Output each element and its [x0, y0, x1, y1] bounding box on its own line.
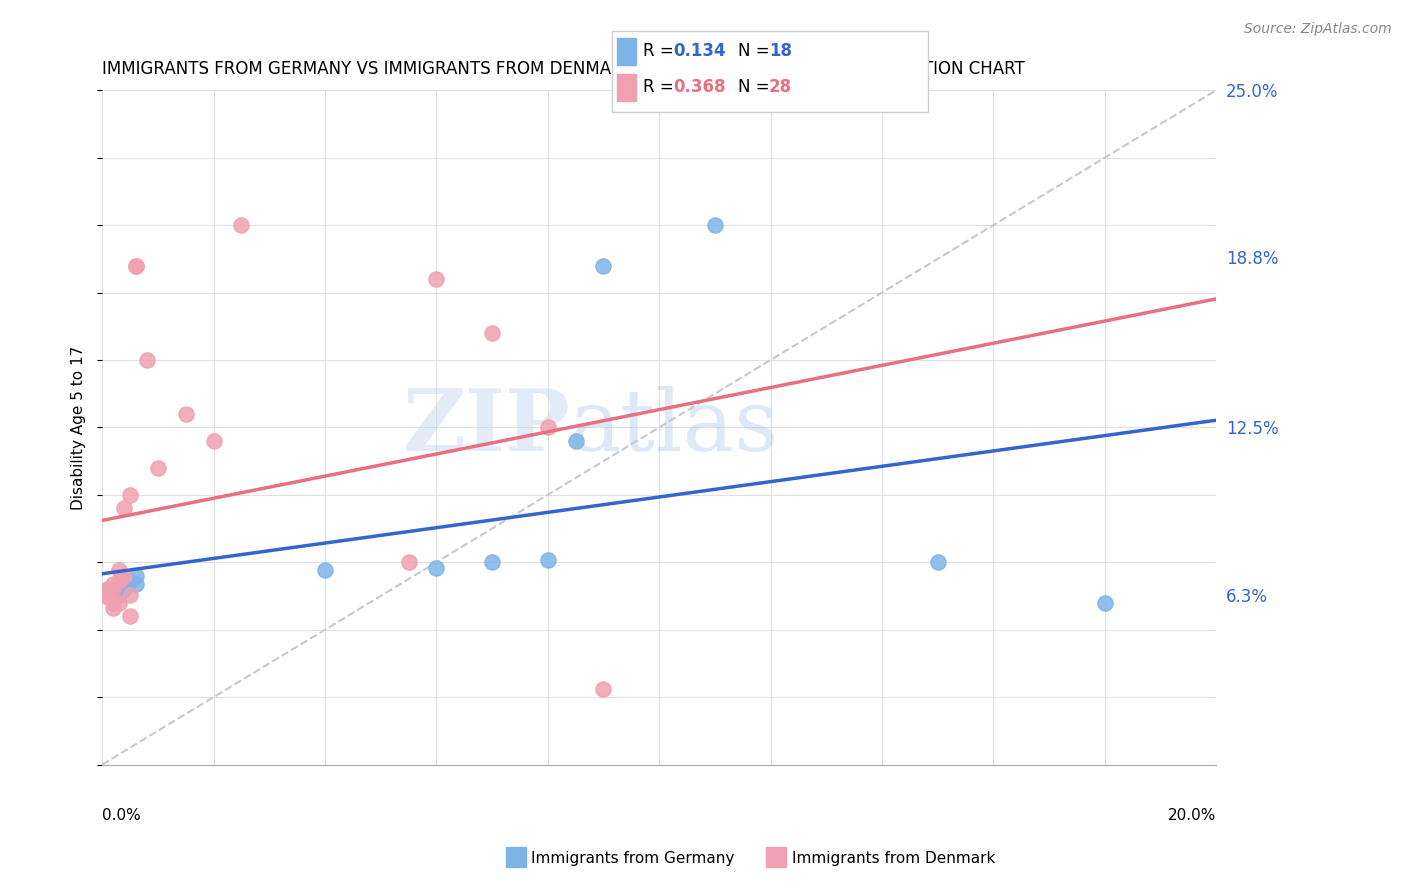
- Point: [108, 574, 131, 588]
- Point: [120, 588, 142, 602]
- Text: R =: R =: [643, 78, 679, 95]
- Point: [103, 582, 125, 597]
- Point: [108, 582, 131, 597]
- Point: [592, 259, 614, 273]
- Text: ZIP: ZIP: [402, 385, 569, 469]
- Point: [927, 555, 949, 569]
- Point: [114, 501, 136, 516]
- Point: [120, 488, 142, 502]
- Point: [108, 588, 131, 602]
- Point: [97, 582, 120, 597]
- Text: Immigrants from Denmark: Immigrants from Denmark: [792, 851, 995, 865]
- Point: [103, 601, 125, 615]
- Text: 0.134: 0.134: [673, 42, 725, 60]
- Text: 28: 28: [769, 78, 792, 95]
- Point: [1094, 596, 1116, 610]
- Text: Source: ZipAtlas.com: Source: ZipAtlas.com: [1244, 22, 1392, 37]
- Point: [425, 560, 447, 574]
- Text: atlas: atlas: [569, 386, 779, 469]
- Point: [124, 259, 146, 273]
- Point: [314, 563, 336, 577]
- Text: 20.0%: 20.0%: [1168, 807, 1216, 822]
- Point: [174, 407, 197, 421]
- Point: [124, 259, 146, 273]
- Point: [120, 609, 142, 624]
- Y-axis label: Disability Age 5 to 17: Disability Age 5 to 17: [72, 345, 86, 509]
- Point: [202, 434, 225, 448]
- Point: [103, 596, 125, 610]
- Text: R =: R =: [643, 42, 679, 60]
- Text: 18: 18: [769, 42, 792, 60]
- Point: [425, 272, 447, 286]
- Point: [481, 326, 503, 340]
- Point: [108, 563, 131, 577]
- Point: [120, 574, 142, 588]
- Point: [398, 555, 420, 569]
- Point: [481, 555, 503, 569]
- Point: [103, 577, 125, 591]
- Point: [97, 582, 120, 597]
- Text: 0.0%: 0.0%: [103, 807, 141, 822]
- Text: N =: N =: [738, 42, 775, 60]
- Point: [135, 353, 157, 368]
- Point: [97, 588, 120, 602]
- Point: [114, 582, 136, 597]
- Point: [124, 568, 146, 582]
- Point: [114, 574, 136, 588]
- Text: N =: N =: [738, 78, 775, 95]
- Point: [703, 218, 725, 232]
- Point: [114, 568, 136, 582]
- Point: [97, 585, 120, 599]
- Point: [564, 434, 586, 448]
- Text: IMMIGRANTS FROM GERMANY VS IMMIGRANTS FROM DENMARK DISABILITY AGE 5 TO 17 CORREL: IMMIGRANTS FROM GERMANY VS IMMIGRANTS FR…: [103, 60, 1025, 78]
- Point: [537, 552, 560, 566]
- Point: [103, 591, 125, 605]
- Point: [146, 460, 169, 475]
- Point: [592, 681, 614, 696]
- Point: [97, 591, 120, 605]
- Text: Immigrants from Germany: Immigrants from Germany: [531, 851, 735, 865]
- Point: [537, 420, 560, 434]
- Point: [231, 218, 253, 232]
- Point: [124, 577, 146, 591]
- Point: [108, 596, 131, 610]
- Text: 0.368: 0.368: [673, 78, 725, 95]
